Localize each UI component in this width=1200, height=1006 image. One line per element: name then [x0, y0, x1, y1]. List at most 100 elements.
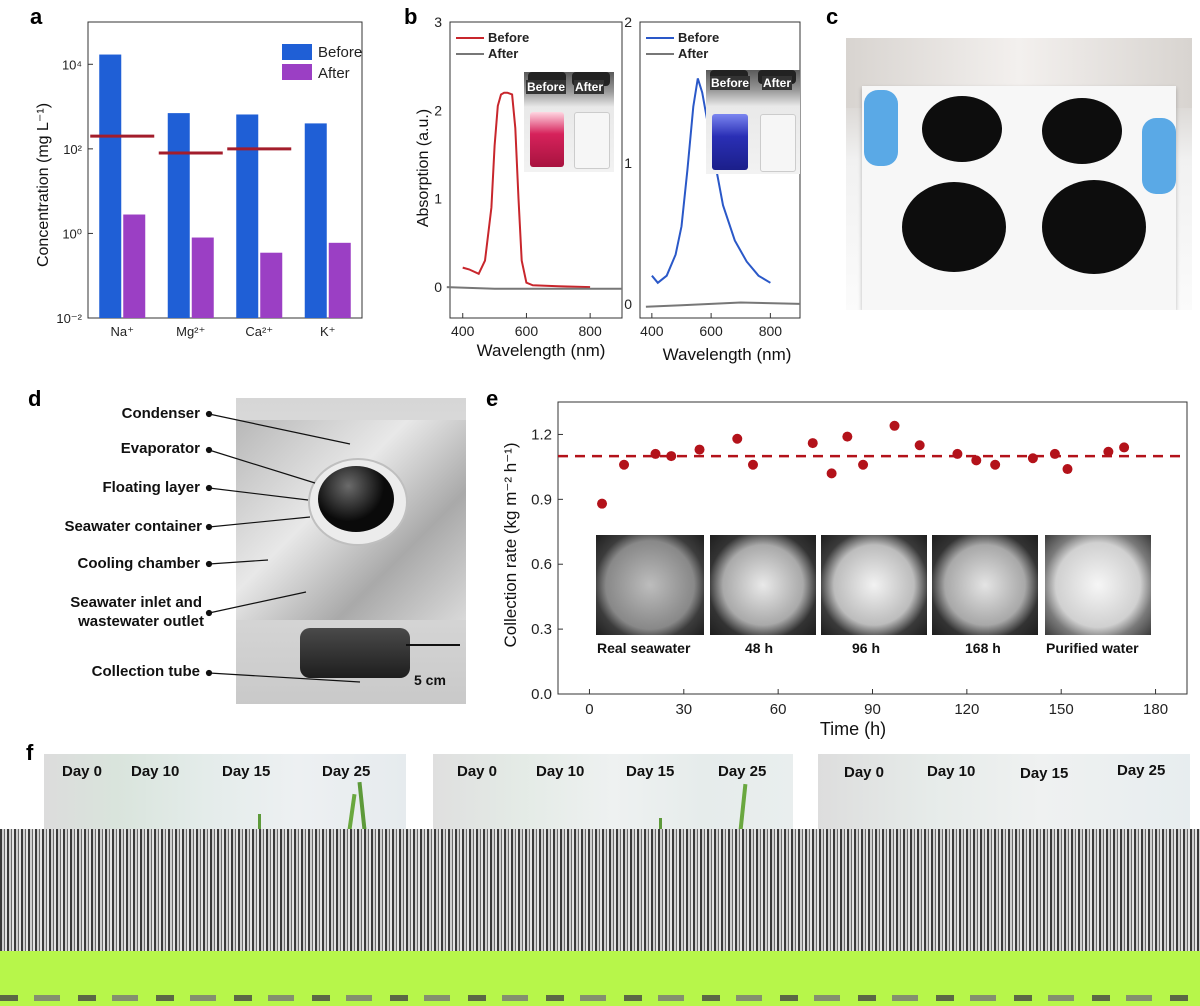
chart-e-xtick-label: 90 — [864, 701, 881, 718]
label-seawater-inlet: Seawater inlet and — [70, 594, 202, 611]
chart-e-point — [826, 468, 837, 479]
chart-b-right-series-before — [651, 78, 771, 285]
chart-b-right-ytick-label: 0 — [624, 296, 632, 312]
vial-red-solution — [530, 112, 564, 167]
seedling — [347, 793, 357, 830]
chart-b-left-legend-label: After — [488, 46, 518, 61]
chart-b-left-xlabel: Wavelength (nm) — [477, 341, 606, 360]
chart-e-point — [858, 459, 869, 470]
b-left-inset-before-label: Before — [526, 80, 567, 94]
day-label: Day 0 — [62, 763, 103, 780]
day-label: Day 0 — [457, 763, 498, 780]
chart-a-ytick-label: 10⁻² — [56, 311, 82, 326]
label-seawater-container: Seawater container — [64, 518, 202, 535]
evaporator-disc — [902, 182, 1006, 272]
day-label: Day 15 — [222, 763, 271, 780]
chart-b-right-xtick-label: 800 — [759, 323, 783, 339]
chart-b-left-frame — [449, 21, 623, 319]
label-floating-layer: Floating layer — [102, 479, 200, 496]
chart-e-point — [1119, 442, 1130, 453]
evaporator-dome — [318, 466, 394, 532]
scale-bar-label: 5 cm — [414, 672, 446, 688]
label-evaporator: Evaporator — [120, 440, 200, 457]
chart-e: 0 30 60 90 120 150 180 0.0 0.3 0.6 0.9 1.2 Collecti… — [501, 401, 1188, 739]
chart-a-category-label: K⁺ — [320, 324, 336, 339]
left-glove — [864, 90, 898, 166]
chart-e-point — [650, 448, 661, 459]
chart-a-legend-before: Before — [318, 44, 362, 61]
label-wastewater-outlet: wastewater outlet — [78, 613, 204, 630]
day-label: Day 25 — [718, 763, 767, 780]
chart-b-right-series-after — [645, 301, 801, 308]
panel-d-photo: 5 cm — [236, 398, 466, 704]
day-label: Day 25 — [1117, 762, 1166, 779]
chart-a-bar-before — [99, 54, 122, 318]
label-cooling-chamber: Cooling chamber — [77, 555, 200, 572]
chart-a-legend-after: After — [318, 65, 350, 82]
chart-b-right-ytick-label: 2 — [624, 14, 632, 30]
day-label: Day 25 — [322, 763, 371, 780]
chart-e-point — [1103, 446, 1114, 457]
inset-label-purified-water: Purified water — [1046, 640, 1139, 656]
panel-letter-f: f — [26, 740, 34, 765]
evaporator-disc — [1042, 98, 1122, 164]
vial-clear-water — [760, 114, 796, 172]
chart-b-left-legend-label: Before — [488, 30, 529, 45]
chart-e-xtick-label: 120 — [954, 701, 979, 718]
chart-a-bar-before — [167, 113, 190, 318]
chart-e-xtick-label: 30 — [675, 701, 692, 718]
chart-e-point — [914, 440, 925, 451]
day-label: Day 10 — [131, 763, 180, 780]
chart-b-left-series-after — [446, 286, 622, 290]
panel-d-leader-lines — [205, 410, 361, 683]
chart-e-point — [807, 438, 818, 449]
chart-a-ytick-label: 10² — [63, 142, 82, 157]
chart-b-right-frame — [639, 21, 801, 319]
panel-letter-c: c — [826, 4, 839, 29]
chart-b-left-xtick-label: 800 — [578, 323, 602, 339]
chart-e-point — [747, 459, 758, 470]
vial-clear-water — [574, 112, 610, 169]
vial-blue-solution — [712, 114, 748, 170]
chart-b-left-series-before — [462, 91, 591, 289]
day-label: Day 10 — [536, 763, 585, 780]
chart-e-point — [619, 459, 630, 470]
chart-e-point — [732, 433, 743, 444]
chart-b-right-xlabel: Wavelength (nm) — [663, 345, 792, 364]
seedling — [258, 814, 261, 830]
label-condenser: Condenser — [121, 405, 200, 422]
chart-b-ylabel: Absorption (a.u.) — [415, 109, 432, 227]
right-glove — [1142, 118, 1176, 194]
seedling — [659, 818, 662, 830]
chart-b-right-xtick-label: 400 — [640, 323, 664, 339]
chart-e-ytick-label: 0.9 — [531, 491, 552, 508]
chart-a-bar-before — [236, 114, 259, 319]
panel-letter-b: b — [404, 4, 418, 29]
inset-168h-photo — [932, 535, 1038, 635]
panel-f-group-2 — [433, 754, 793, 830]
chart-e-xtick-label: 0 — [585, 701, 593, 718]
chart-b-left-ytick-label: 1 — [434, 191, 442, 207]
collection-base — [300, 628, 410, 678]
chart-b-left-ytick-label: 0 — [434, 279, 442, 295]
chart-e-point — [952, 448, 963, 459]
panel-f-group-3 — [818, 754, 1190, 830]
chart-a-bar-after — [191, 237, 214, 318]
chart-a-ytick-label: 10⁴ — [62, 57, 82, 72]
chart-e-ytick-label: 0.3 — [531, 621, 552, 638]
chart-e-point — [1049, 448, 1060, 459]
inset-label-168h: 168 h — [965, 640, 1001, 656]
chart-b-left-ytick-label: 2 — [434, 102, 442, 118]
chart-e-xtick-label: 180 — [1143, 701, 1168, 718]
inset-48h-photo — [710, 535, 816, 635]
chart-e-point — [1027, 453, 1038, 464]
chart-a-category-label: Ca²⁺ — [245, 324, 273, 339]
chart-a-bar-after — [328, 242, 351, 318]
chart-b-right-legend-label: After — [678, 46, 708, 61]
panel-letter-d: d — [28, 386, 42, 411]
chart-e-ytick-label: 1.2 — [531, 426, 552, 443]
scale-bar-line — [406, 644, 460, 676]
seedling — [738, 783, 748, 830]
chart-e-point — [889, 420, 900, 431]
chart-e-point — [842, 431, 853, 442]
